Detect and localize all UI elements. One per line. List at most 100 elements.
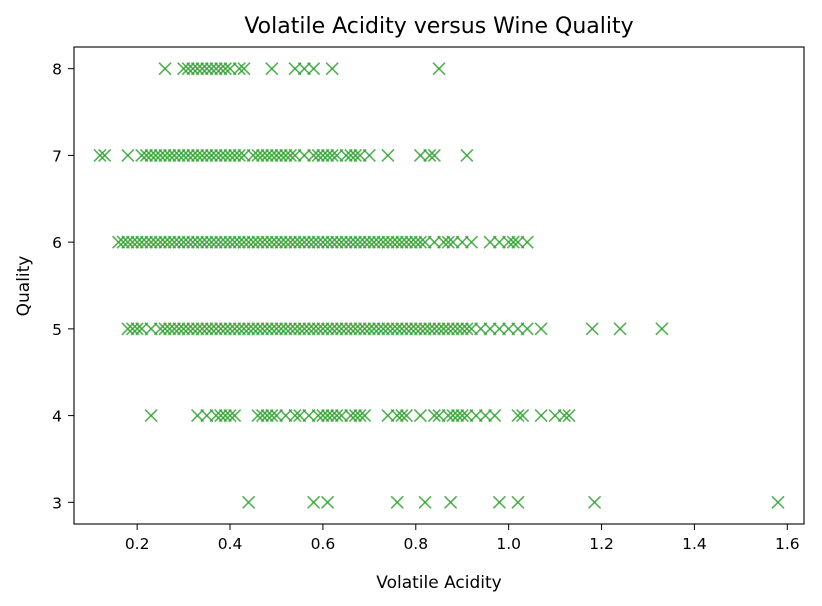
data-point <box>353 235 367 249</box>
data-point <box>190 322 205 336</box>
data-point <box>520 235 534 249</box>
data-point <box>163 322 177 336</box>
data-point <box>353 148 367 162</box>
data-point <box>585 322 599 336</box>
data-point <box>186 322 200 336</box>
data-point <box>190 148 205 162</box>
data-point <box>557 409 571 423</box>
data-point <box>534 409 548 423</box>
data-point <box>362 235 376 249</box>
data-point <box>427 235 441 249</box>
data-point <box>190 62 205 76</box>
data-point <box>307 235 321 249</box>
data-point <box>167 322 181 336</box>
data-point <box>177 322 191 336</box>
data-point <box>502 322 516 336</box>
data-point <box>228 409 242 423</box>
data-point <box>376 235 390 249</box>
y-tick-label: 4 <box>52 408 62 426</box>
data-point <box>423 322 437 336</box>
data-point <box>353 409 367 423</box>
plot-area <box>73 46 805 525</box>
data-point <box>372 322 386 336</box>
data-point <box>390 495 404 509</box>
data-point <box>348 322 362 336</box>
data-point <box>307 495 321 509</box>
y-tick-label: 7 <box>52 147 62 165</box>
data-point <box>204 148 219 162</box>
data-point <box>385 322 400 336</box>
data-point <box>307 322 321 336</box>
chart-title: Volatile Acidity versus Wine Quality <box>244 14 633 39</box>
data-point <box>325 62 339 76</box>
data-point <box>316 148 330 162</box>
data-point <box>232 235 246 249</box>
data-point <box>265 409 279 423</box>
x-tick-label: 1.0 <box>496 535 521 553</box>
data-point <box>200 62 214 76</box>
y-axis-label: Quality <box>14 256 34 317</box>
data-point <box>232 148 246 162</box>
data-point <box>163 148 177 162</box>
data-point <box>251 322 265 336</box>
data-point <box>348 409 362 423</box>
data-point <box>153 148 167 162</box>
data-point <box>204 235 219 249</box>
data-point <box>279 235 293 249</box>
y-axis: 3 4 5 6 7 8 <box>52 61 74 512</box>
data-point <box>274 235 288 249</box>
data-point <box>218 235 232 249</box>
data-point <box>251 148 265 162</box>
data-point <box>460 148 474 162</box>
data-point <box>293 322 307 336</box>
data-point <box>427 322 441 336</box>
data-point <box>214 409 228 423</box>
data-point <box>279 322 293 336</box>
x-tick-label: 0.4 <box>218 535 243 553</box>
data-point <box>190 235 205 249</box>
data-point <box>135 322 149 336</box>
data-point <box>483 322 497 336</box>
data-point <box>181 235 195 249</box>
data-point <box>316 322 330 336</box>
data-point <box>381 148 395 162</box>
data-point <box>325 148 339 162</box>
data-point <box>771 495 785 509</box>
data-point <box>339 322 353 336</box>
data-point <box>344 322 358 336</box>
data-point <box>265 322 279 336</box>
data-point <box>214 62 228 76</box>
data-point <box>413 235 427 249</box>
data-point <box>432 62 446 76</box>
data-point <box>269 409 284 423</box>
data-point <box>177 62 191 76</box>
data-point <box>246 322 260 336</box>
data-point <box>316 235 330 249</box>
data-point <box>135 235 149 249</box>
data-point <box>446 235 460 249</box>
data-point <box>330 322 344 336</box>
data-point <box>423 148 437 162</box>
data-point <box>427 148 441 162</box>
data-point <box>93 148 107 162</box>
data-point <box>260 322 274 336</box>
data-point <box>451 322 465 336</box>
data-point <box>437 322 451 336</box>
x-tick-label: 0.2 <box>125 535 150 553</box>
data-point <box>260 148 274 162</box>
data-point <box>274 322 288 336</box>
data-point <box>181 62 195 76</box>
data-point <box>488 409 502 423</box>
data-point <box>316 409 330 423</box>
data-point <box>283 235 297 249</box>
data-point <box>209 322 223 336</box>
data-point <box>158 62 172 76</box>
data-point <box>242 235 256 249</box>
data-point <box>288 62 302 76</box>
data-point <box>483 235 497 249</box>
data-point <box>344 409 358 423</box>
data-point <box>474 322 488 336</box>
data-point <box>418 495 432 509</box>
data-point <box>339 148 353 162</box>
data-point <box>242 322 256 336</box>
